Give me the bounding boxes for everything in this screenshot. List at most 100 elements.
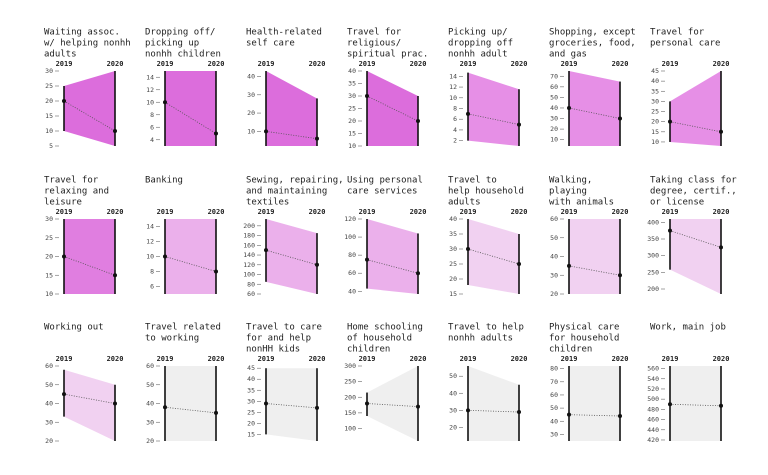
y-tick-label: 35	[247, 386, 255, 394]
y-tick-label: 50	[550, 404, 558, 412]
estimate-dot	[466, 111, 470, 116]
y-tick-label: 300	[647, 252, 659, 260]
y-tick-label: 8	[453, 105, 457, 113]
y-tick-label: 200	[243, 222, 255, 230]
year-label: 2020	[511, 208, 528, 216]
y-tick-label: 20	[449, 423, 457, 431]
estimate-dot	[719, 129, 723, 134]
y-tick-label: 100	[344, 233, 356, 241]
estimate-dot	[163, 405, 167, 410]
y-tick-label: 10	[45, 290, 53, 298]
y-tick-label: 50	[550, 234, 558, 242]
y-tick-label: 12	[449, 83, 457, 91]
trend-line	[265, 403, 318, 409]
y-tick-label: 20	[651, 118, 659, 126]
y-tick-label: 30	[651, 97, 659, 105]
estimate-dot	[719, 403, 723, 408]
year-label: 2020	[410, 355, 427, 363]
panel-title: leisure	[44, 198, 82, 208]
estimate-dot	[214, 131, 218, 136]
year-label: 2020	[713, 355, 730, 363]
y-tick-label: 200	[344, 393, 356, 401]
year-label: 2019	[157, 60, 174, 68]
y-tick-label: 180	[243, 232, 255, 240]
panel-title: religious/	[347, 39, 401, 49]
y-tick-label: 100	[344, 425, 356, 433]
estimate-dot	[517, 410, 521, 415]
panel-title: w/ helping nonhh	[44, 39, 131, 49]
y-tick-label: 250	[344, 378, 356, 386]
y-tick-label: 100	[243, 271, 255, 279]
panel-title: personal care	[650, 39, 720, 49]
estimate-dot	[365, 401, 369, 406]
range-band	[64, 219, 115, 294]
year-label: 2020	[208, 208, 225, 216]
y-tick-label: 20	[45, 437, 53, 445]
range-band	[64, 71, 115, 146]
panel-title: for household	[549, 334, 619, 344]
year-label: 2019	[561, 208, 578, 216]
trend-line	[568, 414, 621, 417]
y-tick-label: 480	[647, 405, 659, 413]
year-label: 2020	[410, 60, 427, 68]
y-tick-label: 6	[150, 283, 154, 291]
y-tick-label: 70	[550, 378, 558, 386]
panel-title: nonhh children	[145, 50, 221, 60]
y-tick-label: 20	[247, 109, 255, 117]
y-tick-label: 200	[647, 285, 659, 293]
year-label: 2020	[511, 355, 528, 363]
y-tick-label: 40	[146, 400, 154, 408]
panel-title: Working out	[44, 323, 104, 333]
panel-title: Using personal	[347, 176, 423, 186]
range-band	[165, 366, 216, 441]
panel-title: with animals	[549, 198, 614, 208]
y-tick-label: 15	[449, 290, 457, 298]
y-tick-label: 40	[348, 67, 356, 75]
y-tick-label: 80	[348, 251, 356, 259]
y-tick-label: 10	[146, 98, 154, 106]
y-tick-label: 10	[146, 253, 154, 261]
estimate-dot	[365, 94, 369, 98]
panel-title: dropping off	[448, 39, 513, 49]
y-tick-label: 30	[449, 245, 457, 253]
year-label: 2020	[511, 60, 528, 68]
trend-line	[265, 130, 318, 140]
estimate-dot	[113, 273, 117, 278]
panel-title: playing	[549, 187, 587, 197]
year-label: 2019	[460, 60, 477, 68]
trend-line	[63, 393, 116, 404]
y-tick-label: 50	[146, 381, 154, 389]
trend-line	[669, 121, 722, 133]
y-tick-label: 60	[247, 290, 255, 298]
y-tick-label: 35	[449, 230, 457, 238]
estimate-dot	[517, 262, 521, 266]
year-label: 2019	[258, 355, 275, 363]
estimate-dot	[618, 116, 622, 121]
y-tick-label: 10	[651, 138, 659, 146]
panel-title: help household	[448, 187, 524, 197]
y-tick-label: 25	[45, 82, 53, 90]
estimate-dot	[567, 105, 571, 110]
y-tick-label: 50	[449, 372, 457, 380]
year-label: 2020	[410, 208, 427, 216]
y-tick-label: 60	[146, 362, 154, 370]
y-tick-label: 10	[348, 142, 356, 150]
estimate-dot	[618, 414, 622, 418]
y-tick-label: 30	[146, 418, 154, 426]
y-tick-label: 10	[45, 127, 53, 135]
estimate-dot	[466, 408, 470, 413]
year-label: 2020	[208, 60, 225, 68]
y-tick-label: 50	[550, 93, 558, 101]
panel-title: care services	[347, 187, 417, 197]
y-tick-label: 25	[449, 260, 457, 268]
y-tick-label: 20	[45, 97, 53, 105]
estimate-dot	[264, 401, 268, 406]
range-band	[266, 219, 317, 294]
range-band	[569, 366, 620, 441]
